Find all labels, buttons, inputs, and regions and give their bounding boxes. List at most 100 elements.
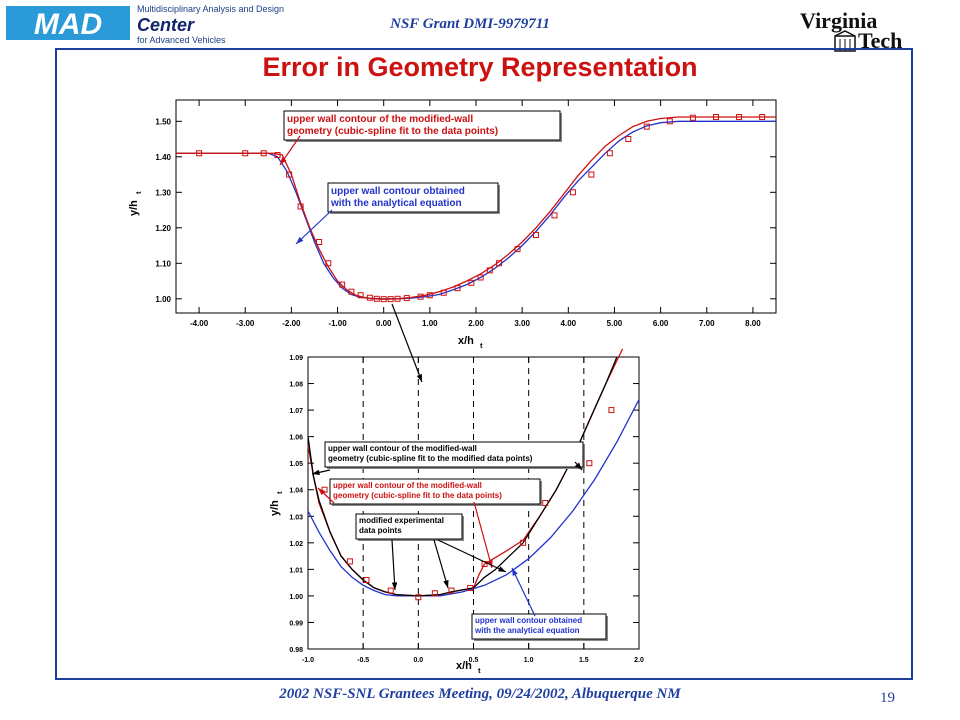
y-tick-label: 1.02 — [289, 541, 303, 548]
data-marker — [325, 260, 332, 267]
mad-logo: MAD — [6, 6, 130, 41]
data-marker — [542, 500, 549, 506]
arrow-mod-1-head — [391, 582, 398, 590]
y-tick-label: 1.09 — [289, 355, 303, 362]
data-marker — [586, 460, 593, 467]
data-marker — [454, 285, 461, 292]
annotation-box — [324, 441, 584, 468]
annotation-text: geometry (cubic-spline fit to the data p… — [333, 491, 502, 500]
annotation-top-red: upper wall contour of the modified-wallg… — [283, 110, 562, 142]
arrow-bottom-red-head — [318, 488, 326, 496]
y-tick-label: 1.06 — [289, 435, 303, 442]
arrow-mod-2 — [433, 539, 449, 589]
x-tick-label: -1.0 — [302, 657, 314, 664]
data-marker — [551, 212, 558, 219]
annotation-text: upper wall contour obtained — [331, 186, 465, 197]
data-marker — [366, 294, 373, 301]
slide-title: Error in Geometry Representation — [262, 52, 698, 82]
data-marker — [426, 292, 433, 299]
arrow-bottom-black-head — [312, 469, 320, 476]
data-marker — [467, 584, 474, 591]
arrow-zoom-head — [416, 374, 422, 382]
series-line — [307, 356, 618, 597]
y-tick-label: 1.40 — [155, 153, 171, 162]
data-marker — [486, 267, 493, 274]
annotation-text: geometry (cubic-spline fit to the data p… — [287, 126, 498, 137]
data-marker — [363, 576, 370, 583]
y-tick-label: 1.01 — [289, 567, 303, 574]
data-marker — [520, 539, 527, 546]
data-marker — [286, 171, 293, 178]
data-marker — [606, 150, 613, 157]
y-tick-label: 0.98 — [289, 647, 303, 654]
data-marker — [689, 114, 696, 121]
data-marker — [468, 279, 475, 286]
x-tick-label: 8.00 — [745, 319, 761, 328]
x-tick-label: 1.00 — [422, 319, 438, 328]
data-marker — [477, 274, 484, 281]
annotation-text: upper wall contour obtained — [475, 616, 582, 625]
data-marker — [348, 288, 355, 295]
page-number: 19 — [880, 690, 895, 706]
arrow-mod-3 — [437, 539, 507, 573]
data-marker — [666, 118, 673, 125]
mad-logo-text: MAD — [34, 8, 102, 40]
arrow-mod-3-head — [498, 566, 506, 572]
slide-frame — [55, 48, 913, 680]
data-marker — [569, 189, 576, 196]
annotation-text: geometry (cubic-spline fit to the modifi… — [328, 454, 533, 463]
y-tick-label: 1.50 — [155, 117, 171, 126]
virginia-tech-logo: Virginia Tech — [796, 6, 910, 53]
y-tick-label: 1.20 — [155, 224, 171, 233]
arrow-bottom-blue — [511, 567, 536, 617]
y-tick-label: 1.08 — [289, 382, 303, 389]
arrow-bottom-blue-head — [512, 568, 518, 576]
data-marker — [339, 281, 346, 288]
y-axis-label-sub: t — [275, 491, 284, 494]
arrow-mod-2-head — [443, 580, 449, 588]
y-tick-label: 1.10 — [155, 259, 171, 268]
data-marker — [496, 260, 503, 267]
annotation-text: with the analytical equation — [474, 626, 580, 635]
y-axis-label-group: y/h t — [128, 191, 143, 216]
y-tick-label: 1.07 — [289, 408, 303, 415]
annotation-text: upper wall contour of the modified-wall — [287, 114, 473, 125]
data-marker — [514, 246, 521, 253]
arrow-top-blue — [295, 209, 333, 245]
annotation-bottom-red: upper wall contour of the modified-wallg… — [329, 478, 542, 506]
annotation-text: upper wall contour of the modified-wall — [328, 444, 477, 453]
data-marker — [242, 150, 249, 157]
x-tick-label: 7.00 — [699, 319, 715, 328]
x-tick-label: -3.00 — [236, 319, 255, 328]
arrow-bottom-black-2-head — [574, 462, 582, 470]
x-axis-label-sub: t — [480, 341, 483, 350]
x-tick-label: 0.00 — [376, 319, 392, 328]
data-marker — [380, 296, 387, 303]
data-marker — [297, 203, 304, 210]
x-axis-label-sub: t — [478, 666, 481, 675]
data-marker — [431, 590, 438, 597]
y-tick-label: 1.05 — [289, 461, 303, 468]
annotation-box — [355, 513, 463, 540]
y-tick-label: 1.04 — [289, 488, 303, 495]
x-tick-label: 6.00 — [653, 319, 669, 328]
series-line — [176, 116, 776, 300]
arrow-top-blue-head — [296, 236, 304, 244]
data-marker — [387, 587, 394, 594]
data-marker — [346, 558, 353, 565]
y-tick-label: 1.00 — [289, 594, 303, 601]
arrow-mod-1 — [391, 539, 396, 591]
annotation-text: modified experimental — [359, 516, 444, 525]
data-marker — [415, 594, 422, 601]
data-marker — [736, 114, 743, 121]
data-marker — [448, 587, 455, 594]
data-marker — [394, 295, 401, 302]
annotation-text: upper wall contour of the modified-wall — [333, 481, 482, 490]
x-tick-label: 1.5 — [579, 657, 589, 664]
y-tick-label: 1.30 — [155, 188, 171, 197]
arrow-top-red-head — [280, 157, 287, 165]
y-axis-label: y/h — [128, 200, 140, 216]
mad-center-text: Multidisciplinary Analysis and Design Ce… — [137, 4, 307, 46]
